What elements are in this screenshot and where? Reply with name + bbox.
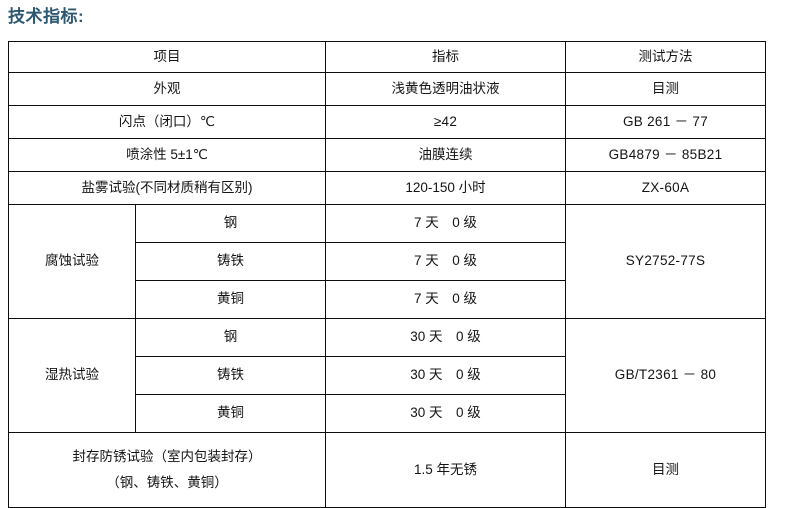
- table-row: 喷涂性 5±1℃ 油膜连续 GB4879 － 85B21: [8, 138, 766, 172]
- cell-material: 黄铜: [135, 280, 326, 319]
- page-title: 技术指标:: [8, 7, 85, 26]
- table-row: 铸铁 7 天 0 级: [9, 242, 766, 281]
- cell-material: 黄铜: [135, 394, 326, 433]
- cell-method: GB4879 － 85B21: [565, 138, 766, 172]
- table-row: 腐蚀试验 钢 7 天 0 级 SY2752-77S: [8, 204, 766, 319]
- cell-material: 钢: [135, 318, 326, 357]
- table-row: 黄铜 7 天 0 级: [9, 280, 766, 319]
- cell-material: 钢: [135, 204, 326, 243]
- cell-index: 1.5 年无锈: [325, 432, 566, 508]
- cell-index: 120-150 小时: [325, 171, 566, 205]
- cell-index: 油膜连续: [325, 138, 566, 172]
- cell-method: ZX-60A: [565, 171, 766, 205]
- cell-method: 目测: [565, 432, 766, 508]
- cell-method: GB 261 － 77: [565, 105, 766, 139]
- cell-material: 铸铁: [135, 356, 326, 395]
- cell-index: ≥42: [325, 105, 566, 139]
- table-header-row: 项目 指标 测试方法: [8, 41, 766, 73]
- table-row: 铸铁 30 天 0 级: [9, 356, 766, 395]
- cell-group-label-humidity: 湿热试验: [8, 318, 136, 433]
- table-row: 湿热试验 钢 30 天 0 级 GB/T2361 － 80: [8, 318, 766, 433]
- storage-label-line2: （钢、铸铁、黄铜）: [106, 475, 228, 490]
- table-row: 封存防锈试验（室内包装封存） （钢、铸铁、黄铜） 1.5 年无锈 目测: [8, 432, 766, 508]
- cell-method-corrosion: SY2752-77S: [565, 204, 766, 319]
- cell-index: 7 天 0 级: [325, 204, 566, 243]
- storage-label-line1: 封存防锈试验（室内包装封存）: [72, 448, 262, 464]
- cell-item: 外观: [8, 72, 326, 106]
- cell-group-label-corrosion: 腐蚀试验: [8, 204, 136, 319]
- cell-index: 浅黄色透明油状液: [325, 72, 566, 106]
- cell-item: 喷涂性 5±1℃: [8, 138, 326, 172]
- table-row: 盐雾试验(不同材质稍有区别) 120-150 小时 ZX-60A: [8, 171, 766, 205]
- table-row: 外观 浅黄色透明油状液 目测: [8, 72, 766, 106]
- cell-method: 目测: [565, 72, 766, 106]
- cell-item: 闪点（闭口）℃: [8, 105, 326, 139]
- header-cell-method: 测试方法: [565, 41, 766, 73]
- cell-index: 30 天 0 级: [325, 318, 566, 357]
- cell-index: 30 天 0 级: [325, 356, 566, 395]
- cell-item-storage: 封存防锈试验（室内包装封存） （钢、铸铁、黄铜）: [8, 432, 326, 508]
- cell-index: 7 天 0 级: [325, 280, 566, 319]
- cell-material: 铸铁: [135, 242, 326, 281]
- cell-index: 30 天 0 级: [325, 394, 566, 433]
- table-row: 黄铜 30 天 0 级: [9, 394, 766, 433]
- table-row: 闪点（闭口）℃ ≥42 GB 261 － 77: [8, 105, 766, 139]
- cell-item: 盐雾试验(不同材质稍有区别): [8, 171, 326, 205]
- cell-index: 7 天 0 级: [325, 242, 566, 281]
- technical-spec-table: 项目 指标 测试方法 外观 浅黄色透明油状液 目测 闪点（闭口）℃ ≥42 GB…: [8, 41, 766, 508]
- spec-sheet-page: 技术指标: 项目 指标 测试方法 外观 浅黄色透明油状液 目测 闪点（闭口）℃ …: [8, 7, 766, 508]
- header-cell-index: 指标: [325, 41, 566, 73]
- cell-method-humidity: GB/T2361 － 80: [565, 318, 766, 433]
- header-cell-item: 项目: [8, 41, 326, 73]
